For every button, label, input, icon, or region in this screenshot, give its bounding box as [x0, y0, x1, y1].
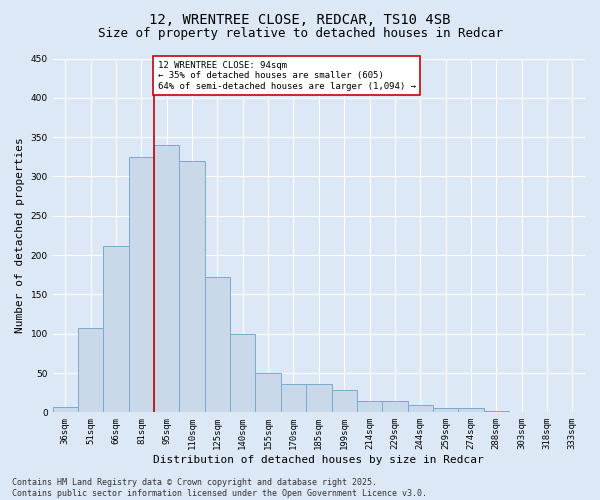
Y-axis label: Number of detached properties: Number of detached properties — [15, 138, 25, 334]
Text: 12, WRENTREE CLOSE, REDCAR, TS10 4SB: 12, WRENTREE CLOSE, REDCAR, TS10 4SB — [149, 12, 451, 26]
Bar — [433, 408, 458, 412]
Bar — [205, 277, 230, 412]
Bar — [230, 334, 256, 412]
Bar — [484, 411, 509, 412]
Bar — [306, 384, 332, 412]
Bar — [382, 400, 407, 412]
Text: Contains HM Land Registry data © Crown copyright and database right 2025.
Contai: Contains HM Land Registry data © Crown c… — [12, 478, 427, 498]
Bar — [281, 384, 306, 412]
Bar — [129, 157, 154, 412]
Bar — [53, 407, 78, 412]
Bar — [78, 328, 103, 412]
Bar — [458, 408, 484, 412]
Bar — [407, 406, 433, 412]
Text: Size of property relative to detached houses in Redcar: Size of property relative to detached ho… — [97, 28, 503, 40]
X-axis label: Distribution of detached houses by size in Redcar: Distribution of detached houses by size … — [154, 455, 484, 465]
Bar — [154, 145, 179, 412]
Bar — [357, 400, 382, 412]
Bar — [256, 373, 281, 412]
Bar — [179, 160, 205, 412]
Bar — [103, 246, 129, 412]
Text: 12 WRENTREE CLOSE: 94sqm
← 35% of detached houses are smaller (605)
64% of semi-: 12 WRENTREE CLOSE: 94sqm ← 35% of detach… — [158, 61, 416, 90]
Bar — [332, 390, 357, 412]
